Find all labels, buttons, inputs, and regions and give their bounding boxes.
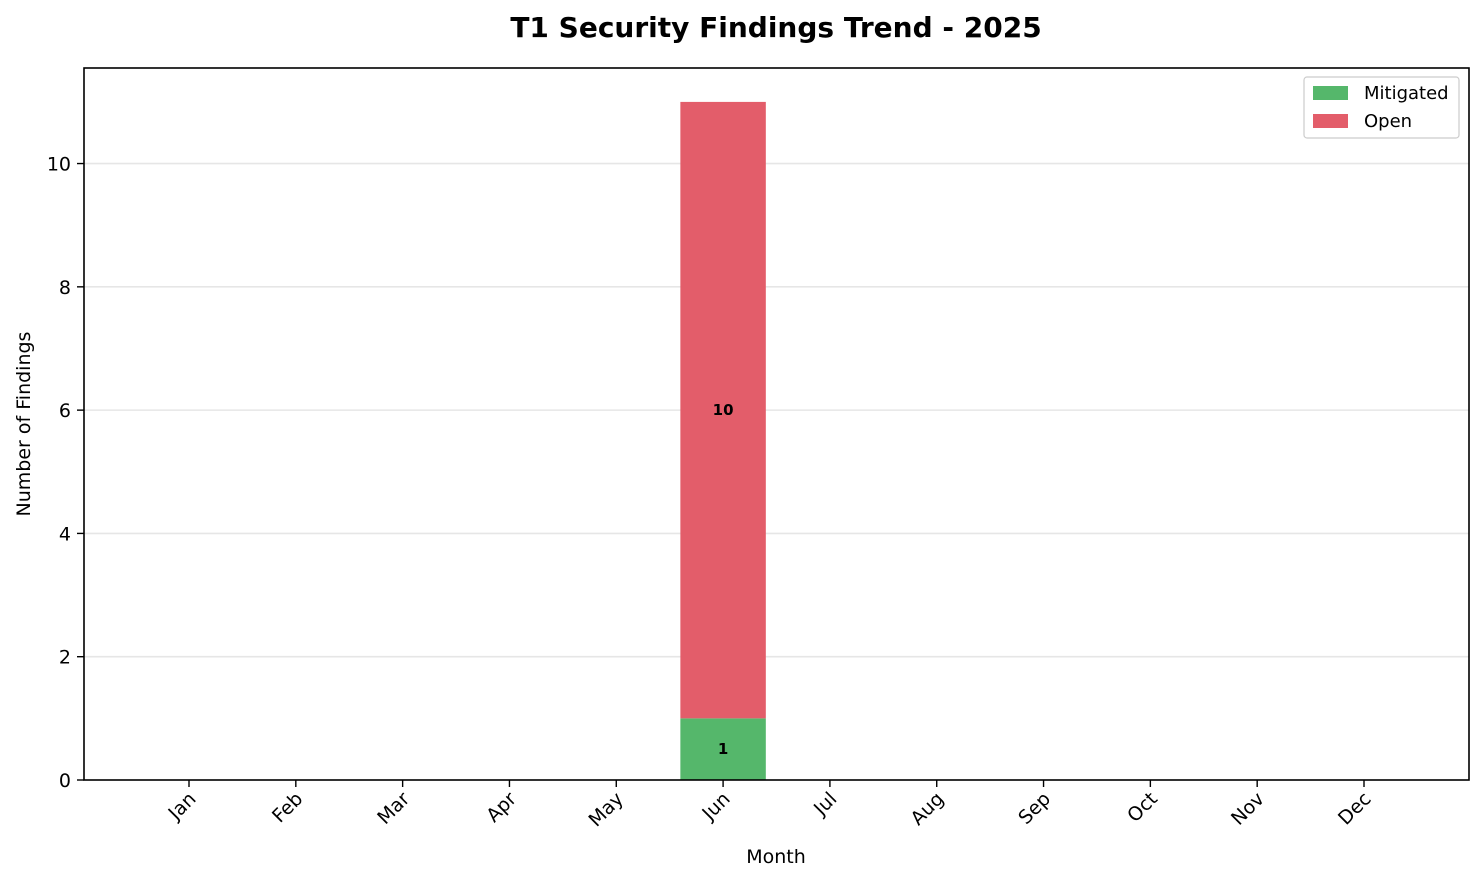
y-tick-label: 6 xyxy=(59,400,71,422)
y-tick-label: 4 xyxy=(59,523,71,545)
x-axis-label: Month xyxy=(746,846,806,868)
bar-value-label: 10 xyxy=(713,401,734,419)
y-axis-ticks: 0 2 4 6 8 10 xyxy=(47,154,84,792)
gridlines xyxy=(84,162,1469,658)
bars xyxy=(680,101,766,780)
legend: Mitigated Open xyxy=(1303,76,1460,139)
x-tick-label: Aug xyxy=(906,788,948,830)
y-tick-label: 8 xyxy=(59,277,71,299)
y-tick-label: 10 xyxy=(47,154,71,176)
y-axis-label: Number of Findings xyxy=(13,332,35,517)
chart-title: T1 Security Findings Trend - 2025 xyxy=(510,11,1041,44)
bar-open-jun xyxy=(680,101,766,719)
x-tick-label: Dec xyxy=(1334,788,1376,830)
y-tick-label: 2 xyxy=(59,647,71,669)
x-tick-label: Oct xyxy=(1123,788,1162,827)
legend-swatch-open xyxy=(1313,114,1348,128)
x-tick-label: May xyxy=(584,788,627,831)
x-tick-label: Sep xyxy=(1014,788,1055,829)
x-tick-label: Jun xyxy=(697,788,734,825)
x-tick-label: Apr xyxy=(482,788,521,827)
bar-mitigated-jun xyxy=(680,718,766,780)
x-tick-label: Mar xyxy=(373,788,414,829)
x-tick-label: Nov xyxy=(1227,788,1269,830)
bar-labels: 1 10 xyxy=(713,401,734,758)
legend-swatch-mitigated xyxy=(1313,86,1348,100)
legend-label-open: Open xyxy=(1364,111,1412,132)
x-axis-ticks: Jan Feb Mar Apr May Jun Jul Aug Sep Oct Nov Dec xyxy=(164,780,1376,831)
x-tick-label: Jan xyxy=(164,788,201,825)
bar-value-label: 1 xyxy=(718,740,728,758)
x-tick-label: Jul xyxy=(809,788,841,820)
x-tick-label: Feb xyxy=(268,788,307,827)
y-tick-label: 0 xyxy=(59,770,71,792)
plot-frame xyxy=(83,67,1470,781)
legend-label-mitigated: Mitigated xyxy=(1364,83,1449,104)
